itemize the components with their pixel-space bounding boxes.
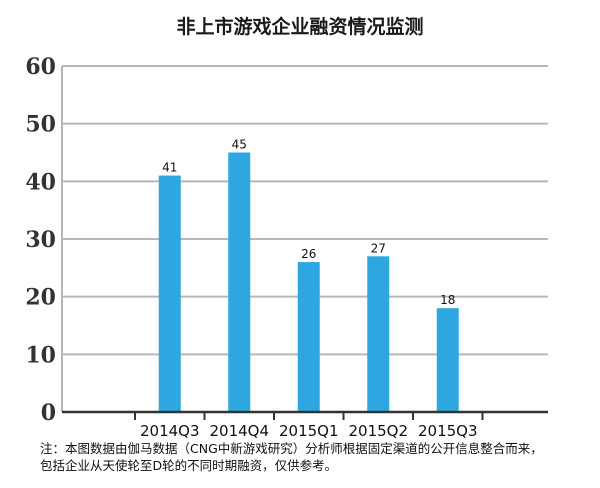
y-tick-label: 40 (25, 169, 56, 195)
footnote: 注：本图数据由伽马数据（CNG中新游戏研究）分析师根据固定渠道的公开信息整合而来… (40, 440, 596, 474)
data-labels: 41 45 26 27 18 (162, 138, 455, 308)
y-tick-label: 0 (41, 400, 56, 426)
y-tick-label: 60 (25, 54, 56, 80)
x-tick-label: 2015Q1 (279, 422, 339, 440)
y-tick-label: 50 (25, 112, 56, 138)
x-tick-label: 2014Q4 (209, 422, 269, 440)
x-axis (62, 410, 548, 420)
x-tick-label: 2015Q2 (348, 422, 408, 440)
data-label: 26 (301, 247, 316, 261)
footnote-line-2: 包括企业从天使轮至D轮的不同时期融资，仅供参考。 (40, 458, 338, 473)
data-label: 18 (440, 293, 455, 307)
bar (436, 308, 459, 412)
x-axis-ticks: 2014Q3 2014Q4 2015Q1 2015Q2 2015Q3 (140, 422, 478, 440)
data-label: 45 (232, 138, 247, 152)
y-tick-label: 20 (25, 285, 56, 311)
bars (158, 152, 459, 412)
bar (158, 175, 181, 412)
data-label: 41 (162, 161, 177, 175)
data-label: 27 (371, 241, 386, 255)
chart-title: 非上市游戏企业融资情况监测 (176, 16, 424, 38)
y-axis-ticks: 0 10 20 30 40 50 60 (25, 54, 56, 426)
footnote-line-1: 注：本图数据由伽马数据（CNG中新游戏研究）分析师根据固定渠道的公开信息整合而来… (40, 441, 543, 456)
x-tick-label: 2014Q3 (140, 422, 200, 440)
y-tick-label: 10 (25, 342, 56, 368)
x-tick-label: 2015Q3 (418, 422, 478, 440)
bar (228, 152, 251, 412)
bar (297, 262, 320, 412)
bar (367, 256, 390, 412)
y-tick-label: 30 (25, 227, 56, 253)
